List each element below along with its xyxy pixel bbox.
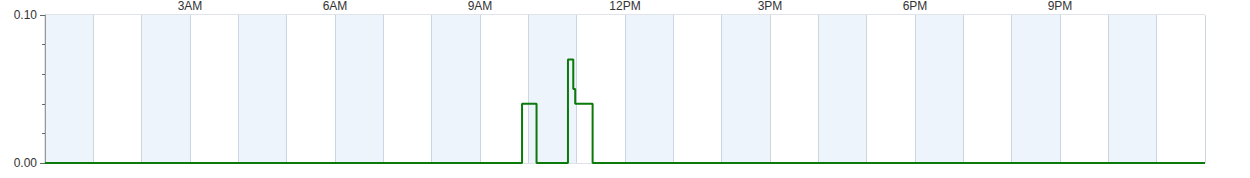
svg-text:6AM: 6AM (323, 0, 348, 13)
svg-text:9PM: 9PM (1048, 0, 1073, 13)
svg-text:9AM: 9AM (468, 0, 493, 13)
svg-text:3AM: 3AM (178, 0, 203, 13)
svg-text:0.10: 0.10 (14, 8, 38, 22)
svg-text:6PM: 6PM (903, 0, 928, 13)
svg-text:12PM: 12PM (609, 0, 640, 13)
svg-text:3PM: 3PM (758, 0, 783, 13)
svg-text:0.00: 0.00 (14, 156, 38, 170)
